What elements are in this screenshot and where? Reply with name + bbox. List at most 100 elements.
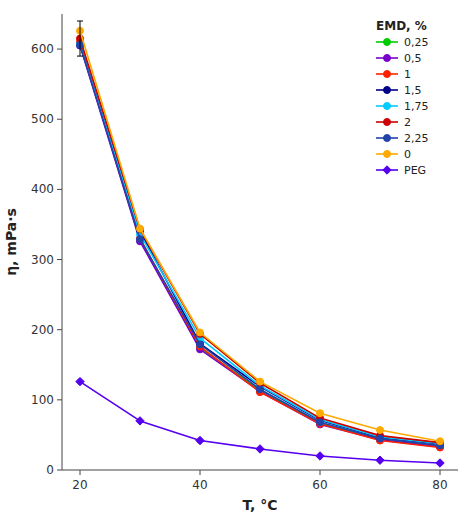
x-axis-label: T, °C (242, 497, 277, 513)
data-point (197, 329, 204, 336)
y-tick-label: 400 (31, 182, 54, 196)
series-line (80, 45, 440, 446)
series (77, 42, 444, 450)
error-bar-cap (77, 56, 83, 57)
series-line (80, 42, 440, 447)
data-point (377, 434, 384, 441)
y-tick (57, 329, 62, 330)
y-tick-label: 500 (31, 112, 54, 126)
legend-swatch-marker (384, 39, 391, 46)
data-point (76, 377, 84, 385)
data-point (197, 340, 204, 347)
legend-title: EMD, % (376, 19, 427, 33)
y-tick-label: 0 (46, 463, 54, 477)
data-point (256, 445, 264, 453)
series (77, 41, 444, 449)
data-point (137, 226, 144, 233)
series-line (80, 39, 440, 443)
series-line (80, 31, 440, 441)
data-point (257, 387, 264, 394)
data-point (376, 456, 384, 464)
data-point (377, 427, 384, 434)
series-line (80, 43, 440, 446)
y-tick-label: 600 (31, 42, 54, 56)
series-line (80, 45, 440, 444)
data-point (137, 236, 144, 243)
series (77, 41, 444, 447)
y-tick (57, 399, 62, 400)
legend-swatch-marker (384, 103, 391, 110)
legend-label: 1 (404, 68, 411, 81)
chart: 204060800100200300400500600T, °Cη, mPa·s… (0, 0, 474, 522)
legend-item: 2,25 (376, 132, 429, 145)
x-tick (440, 470, 441, 475)
y-tick (57, 119, 62, 120)
y-axis-label: η, mPa·s (3, 208, 19, 276)
x-tick-label: 40 (192, 478, 207, 492)
legend-label: PEG (404, 164, 426, 177)
data-point (436, 459, 444, 467)
y-axis-line (62, 14, 63, 470)
legend-swatch-marker (384, 71, 391, 78)
legend-label: 0 (404, 148, 411, 161)
legend-item: 0 (376, 148, 411, 161)
legend-item: 0,25 (376, 36, 429, 49)
data-point (257, 378, 264, 385)
series (77, 27, 444, 444)
x-tick-label: 20 (72, 478, 87, 492)
x-tick (320, 470, 321, 475)
legend-item: 1,75 (376, 100, 429, 113)
series-line (80, 44, 440, 443)
y-tick (57, 189, 62, 190)
legend-swatch-marker (384, 135, 391, 142)
data-point (437, 438, 444, 445)
series (76, 377, 444, 467)
y-tick-label: 100 (31, 393, 54, 407)
error-bar-stem (80, 21, 81, 56)
series (77, 41, 444, 447)
data-point (137, 235, 144, 242)
plot-area (76, 21, 444, 467)
series-line (80, 382, 440, 463)
legend-swatch-marker (384, 119, 391, 126)
y-tick (57, 259, 62, 260)
series (77, 39, 444, 451)
y-tick-label: 200 (31, 323, 54, 337)
data-point (136, 417, 144, 425)
axes: 204060800100200300400500600 (31, 14, 458, 492)
legend-item: 2 (376, 116, 411, 129)
legend-label: 0,25 (404, 36, 429, 49)
legend-label: 2,25 (404, 132, 429, 145)
data-point (317, 419, 324, 426)
x-tick-label: 80 (432, 478, 447, 492)
y-tick (57, 49, 62, 50)
legend-swatch-marker (384, 87, 391, 94)
x-tick-label: 60 (312, 478, 327, 492)
legend-swatch-marker (384, 151, 391, 158)
data-point (317, 419, 324, 426)
legend-item: 1 (376, 68, 411, 81)
data-point (316, 452, 324, 460)
data-point (197, 341, 204, 348)
series (77, 40, 444, 450)
data-point (137, 236, 144, 243)
x-axis-line (62, 470, 458, 471)
x-tick (80, 470, 81, 475)
legend-item: 0,5 (376, 52, 422, 65)
y-tick-label: 300 (31, 253, 54, 267)
legend-swatch-marker (384, 55, 391, 62)
data-point (377, 436, 384, 443)
y-tick (57, 470, 62, 471)
legend-label: 2 (404, 116, 411, 129)
legend-label: 1,75 (404, 100, 429, 113)
legend-item: PEG (376, 164, 426, 177)
legend-item: 1,5 (376, 84, 422, 97)
legend-label: 0,5 (404, 52, 422, 65)
data-point (137, 225, 144, 232)
data-point (377, 435, 384, 442)
error-bar-cap (77, 21, 83, 22)
error-bar (77, 21, 83, 56)
series-line (80, 46, 440, 447)
data-point (196, 436, 204, 444)
series (77, 35, 444, 446)
